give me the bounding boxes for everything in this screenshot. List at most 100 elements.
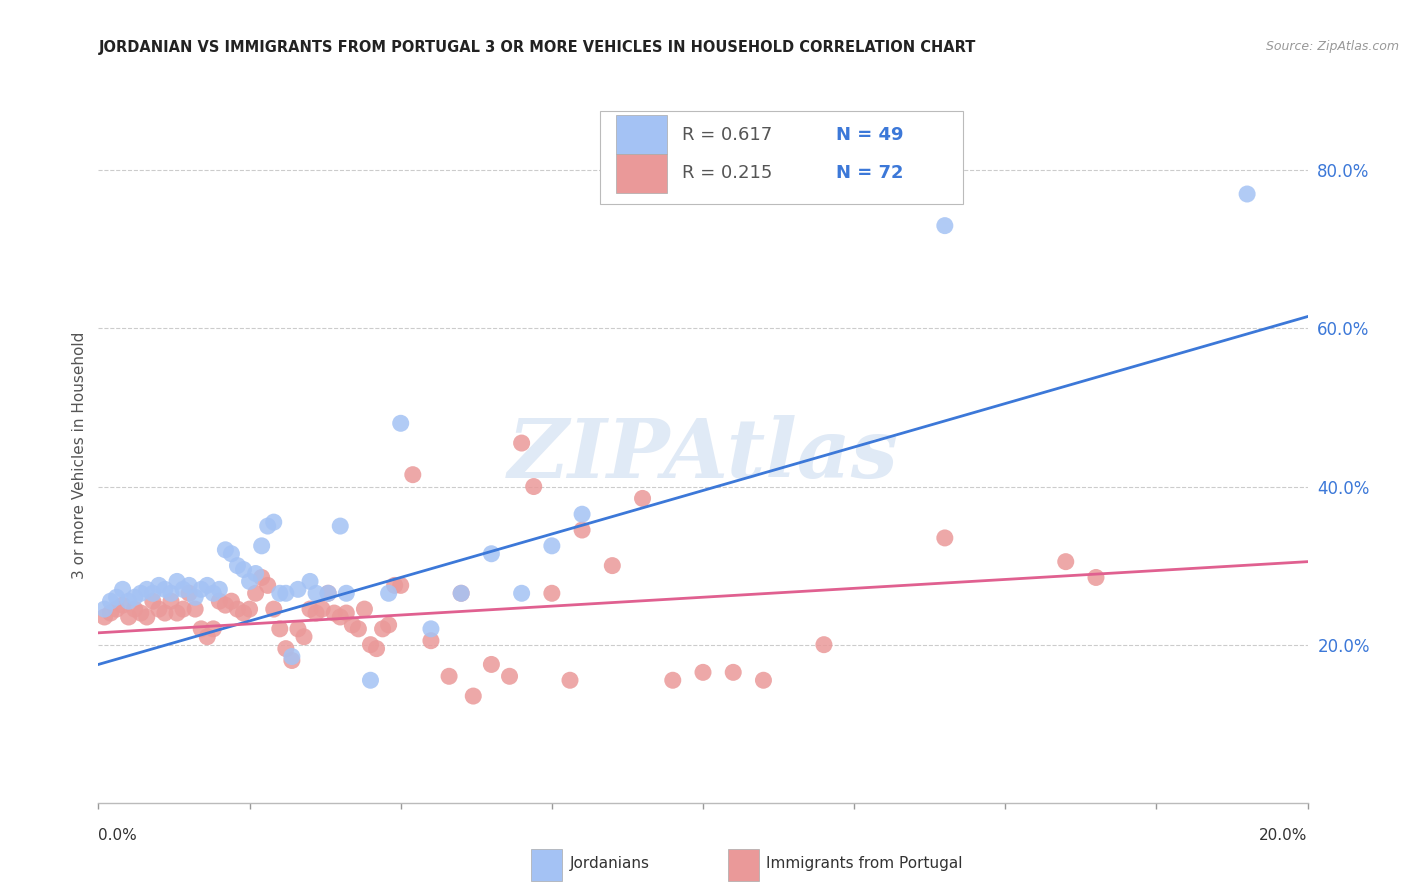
Point — [160, 594, 183, 608]
Text: 20.0%: 20.0% — [1260, 828, 1308, 843]
Point — [450, 586, 472, 600]
Point — [342, 618, 364, 632]
Point — [1054, 555, 1077, 569]
Point — [142, 594, 165, 608]
Point — [384, 578, 406, 592]
Point — [135, 582, 157, 597]
Text: 0.0%: 0.0% — [98, 828, 138, 843]
Text: Source: ZipAtlas.com: Source: ZipAtlas.com — [1265, 40, 1399, 54]
Point — [602, 558, 624, 573]
Point — [221, 547, 243, 561]
Point — [299, 602, 322, 616]
Point — [721, 665, 744, 680]
Point — [184, 591, 207, 605]
Point — [142, 586, 165, 600]
Point — [111, 598, 134, 612]
Point — [135, 610, 157, 624]
Point — [250, 539, 273, 553]
Point — [281, 653, 304, 667]
FancyBboxPatch shape — [600, 111, 963, 204]
Point — [299, 574, 322, 589]
Point — [752, 673, 775, 688]
Point — [540, 539, 562, 553]
Point — [335, 586, 357, 600]
Point — [316, 586, 339, 600]
Point — [481, 547, 503, 561]
Point — [347, 622, 370, 636]
Point — [166, 574, 188, 589]
Point — [166, 606, 188, 620]
Point — [366, 641, 388, 656]
Point — [124, 591, 146, 605]
Point — [226, 602, 249, 616]
Point — [377, 618, 399, 632]
Point — [100, 606, 122, 620]
Point — [311, 602, 333, 616]
Point — [389, 417, 412, 431]
Point — [281, 649, 304, 664]
Point — [239, 574, 262, 589]
Point — [377, 586, 399, 600]
Point — [402, 467, 425, 482]
Point — [389, 578, 412, 592]
Point — [329, 519, 352, 533]
Point — [172, 582, 194, 597]
Point — [100, 594, 122, 608]
Point — [335, 606, 357, 620]
Point — [692, 665, 714, 680]
Point — [208, 594, 231, 608]
Point — [323, 606, 346, 620]
Point — [437, 669, 460, 683]
Point — [105, 602, 128, 616]
Point — [510, 586, 533, 600]
Text: Jordanians: Jordanians — [569, 856, 650, 871]
Point — [177, 578, 201, 592]
Point — [160, 586, 183, 600]
Point — [256, 578, 278, 592]
Point — [226, 558, 249, 573]
Point — [202, 586, 225, 600]
Point — [287, 582, 309, 597]
Text: JORDANIAN VS IMMIGRANTS FROM PORTUGAL 3 OR MORE VEHICLES IN HOUSEHOLD CORRELATIO: JORDANIAN VS IMMIGRANTS FROM PORTUGAL 3 … — [98, 40, 976, 55]
Point — [214, 542, 236, 557]
Point — [239, 602, 262, 616]
Point — [177, 586, 201, 600]
Point — [631, 491, 654, 506]
Point — [305, 586, 328, 600]
Point — [245, 566, 267, 581]
Point — [245, 586, 267, 600]
Point — [263, 515, 285, 529]
Point — [360, 673, 382, 688]
Point — [450, 586, 472, 600]
Text: N = 49: N = 49 — [837, 126, 904, 144]
FancyBboxPatch shape — [616, 115, 666, 154]
FancyBboxPatch shape — [616, 153, 666, 193]
Point — [371, 622, 394, 636]
Point — [256, 519, 278, 533]
Point — [463, 689, 485, 703]
Point — [184, 602, 207, 616]
Point — [498, 669, 520, 683]
Point — [510, 436, 533, 450]
Point — [571, 523, 593, 537]
Point — [208, 582, 231, 597]
Point — [93, 610, 115, 624]
Text: Immigrants from Portugal: Immigrants from Portugal — [766, 856, 963, 871]
Point — [571, 507, 593, 521]
Point — [153, 582, 176, 597]
Point — [287, 622, 309, 636]
Point — [274, 586, 297, 600]
Point — [523, 479, 546, 493]
Text: N = 72: N = 72 — [837, 164, 904, 182]
Point — [419, 633, 441, 648]
Text: ZIPAtlas: ZIPAtlas — [508, 415, 898, 495]
Point — [124, 602, 146, 616]
Point — [148, 578, 170, 592]
Point — [263, 602, 285, 616]
Point — [129, 606, 152, 620]
Text: R = 0.617: R = 0.617 — [682, 126, 773, 144]
Text: R = 0.215: R = 0.215 — [682, 164, 773, 182]
Point — [232, 606, 254, 620]
Point — [540, 586, 562, 600]
Point — [250, 570, 273, 584]
